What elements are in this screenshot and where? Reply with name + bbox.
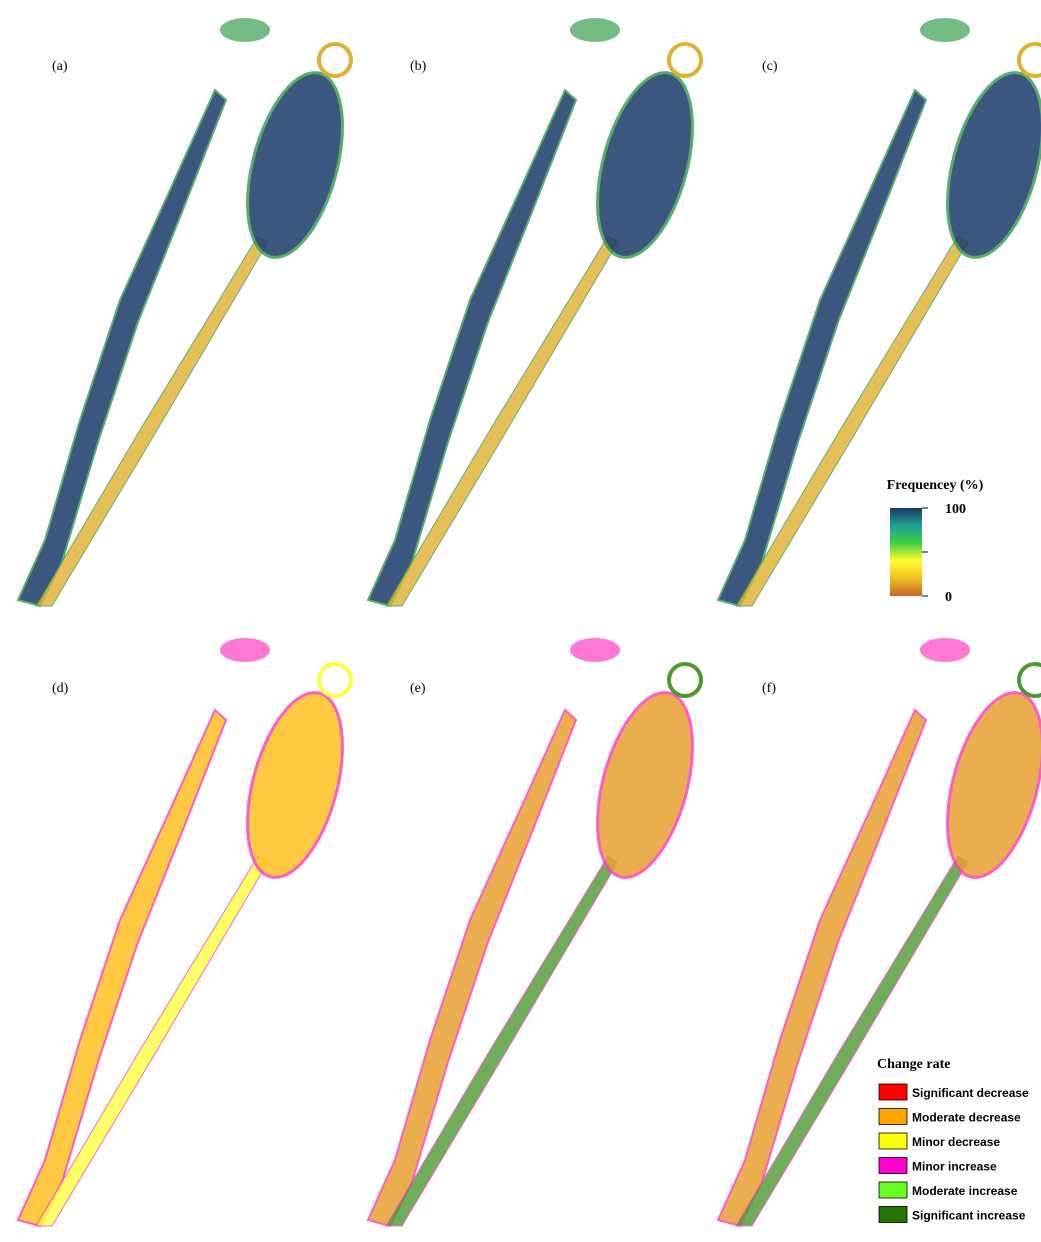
- lake-body: [246, 71, 344, 259]
- map-panel: [716, 18, 1041, 608]
- legend-swatch: [878, 1108, 908, 1125]
- upper-lake: [920, 18, 970, 42]
- lake-body: [596, 71, 694, 259]
- small-lake: [667, 662, 703, 698]
- legend-title: Change rate: [877, 1057, 951, 1072]
- small-lake: [317, 662, 353, 698]
- legend-swatch: [878, 1181, 908, 1199]
- river-arm-right: [735, 235, 969, 607]
- legend-label: Minor decrease: [912, 1135, 1000, 1149]
- panel-label: (e): [410, 681, 426, 696]
- map-panel: [366, 638, 703, 1228]
- color-bar: [890, 508, 922, 596]
- river-arm-right: [35, 855, 269, 1227]
- legend-label: Moderate increase: [912, 1184, 1018, 1198]
- lake-body: [946, 71, 1041, 259]
- upper-lake: [570, 18, 620, 42]
- legend-swatch: [878, 1083, 908, 1101]
- small-lake: [1017, 662, 1041, 698]
- map-panel: [716, 638, 1041, 1228]
- upper-lake: [220, 18, 270, 42]
- panel-label: (b): [410, 59, 427, 74]
- legend-label: Significant increase: [912, 1209, 1026, 1223]
- map-panel: [16, 18, 353, 608]
- panel-label: (d): [52, 681, 69, 696]
- small-lake: [667, 42, 703, 78]
- tick-label: 0: [945, 590, 952, 605]
- lake-body: [596, 691, 694, 879]
- legend-swatch: [878, 1157, 908, 1174]
- upper-lake: [920, 638, 970, 662]
- legend-title: Frequencey (%): [887, 478, 984, 493]
- legend-label: Minor increase: [912, 1160, 997, 1174]
- river-arm-right: [35, 235, 269, 607]
- small-lake: [317, 42, 353, 78]
- river-arm-right: [385, 235, 619, 607]
- upper-lake: [220, 638, 270, 662]
- legend-swatch: [878, 1206, 908, 1223]
- map-panel: [16, 638, 353, 1228]
- upper-lake: [570, 638, 620, 662]
- small-lake: [1017, 42, 1041, 78]
- legend-label: Significant decrease: [912, 1086, 1029, 1100]
- lake-body: [246, 691, 344, 879]
- panel-label: (f): [762, 681, 776, 696]
- lake-body: [946, 691, 1041, 879]
- river-arm-right: [385, 855, 619, 1227]
- legend-swatch: [878, 1132, 908, 1150]
- panel-label: (c): [762, 59, 778, 74]
- map-panel: [366, 18, 703, 608]
- panel-label: (a): [52, 59, 68, 74]
- legend-label: Moderate decrease: [912, 1111, 1021, 1125]
- tick-label: 100: [945, 502, 966, 517]
